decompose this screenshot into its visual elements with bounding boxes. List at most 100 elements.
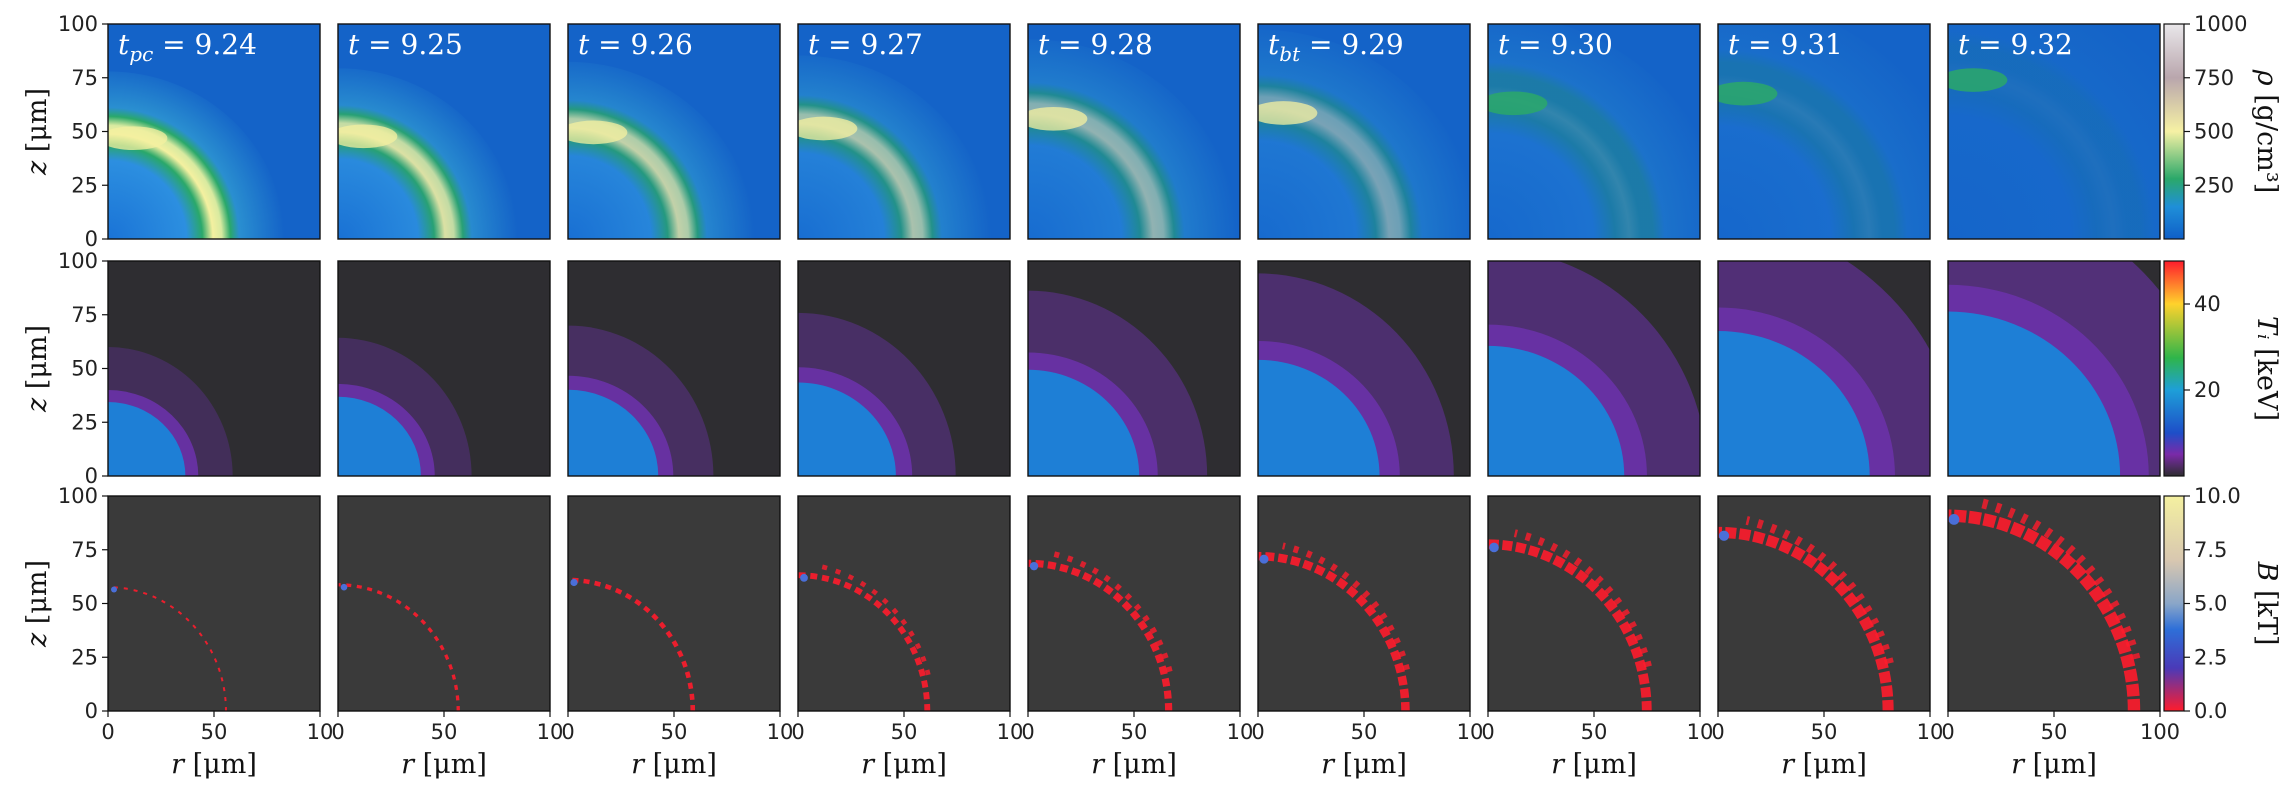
density-cap bbox=[1488, 91, 1548, 116]
x-axis-label: r [μm] bbox=[171, 749, 257, 780]
temperature-core bbox=[1028, 369, 1140, 476]
colorbar-label: ρ [g/cm³] bbox=[2251, 69, 2282, 193]
panel-r0-c4 bbox=[1028, 24, 1240, 239]
density-cap bbox=[338, 124, 398, 149]
density-cap bbox=[1258, 101, 1318, 125]
density-shell bbox=[568, 61, 755, 239]
x-axis-label: r [μm] bbox=[1091, 749, 1177, 780]
panel-frame bbox=[1947, 260, 2161, 477]
y-tick-label: 0 bbox=[85, 227, 98, 251]
x-tick-label: 50 bbox=[431, 720, 458, 744]
colorbar-label: Tᵢ [keV] bbox=[2251, 316, 2282, 421]
panel-r1-c7 bbox=[1718, 261, 1930, 476]
temperature-core bbox=[1488, 345, 1625, 476]
colorbar-tick-label: 5.0 bbox=[2194, 592, 2227, 616]
panel-r1-c3 bbox=[798, 261, 1010, 476]
x-tick-label: 10 bbox=[1917, 720, 1944, 744]
panel-frame bbox=[1487, 23, 1701, 240]
panel-r2-c5 bbox=[1258, 496, 1470, 711]
time-label: tbt = 9.29 bbox=[1268, 28, 1404, 66]
y-tick-label: 100 bbox=[58, 12, 98, 36]
x-axis-label: r [μm] bbox=[861, 749, 947, 780]
field-bg bbox=[568, 496, 780, 711]
field-filaments bbox=[1948, 509, 2141, 711]
x-axis-label: r [μm] bbox=[2011, 749, 2097, 780]
density-cap bbox=[1028, 106, 1088, 131]
x-tick-label: 10 bbox=[537, 720, 564, 744]
colorbar-tick-label: 40 bbox=[2194, 292, 2221, 316]
field-hotspot bbox=[1259, 554, 1269, 564]
field-filaments bbox=[568, 577, 696, 711]
colorbar-tick-label: 20 bbox=[2194, 378, 2221, 402]
y-tick-label: 50 bbox=[71, 120, 98, 144]
x-tick-label: 50 bbox=[661, 720, 688, 744]
y-tick-label: 0 bbox=[85, 699, 98, 723]
y-axis-label: z [μm] bbox=[22, 325, 53, 413]
panel-frame bbox=[337, 23, 551, 240]
x-tick-label: 50 bbox=[1121, 720, 1148, 744]
colorbar-tick-label: 2.5 bbox=[2194, 645, 2227, 669]
panel-r1-c5 bbox=[1258, 261, 1470, 476]
panel-r0-c6 bbox=[1488, 24, 1700, 239]
field-hotspot bbox=[340, 583, 348, 591]
field-filaments bbox=[1718, 526, 1894, 711]
x-tick-label: 10 bbox=[307, 720, 334, 744]
y-axis-label: z [μm] bbox=[22, 560, 53, 648]
x-tick-label: 0 bbox=[1711, 720, 1724, 744]
field-filaments-outer bbox=[1513, 529, 1652, 668]
field-hotspot bbox=[1718, 530, 1730, 541]
colorbar-tick-label: 500 bbox=[2194, 120, 2234, 144]
colorbar-2 bbox=[2163, 495, 2185, 712]
y-tick-label: 25 bbox=[71, 173, 98, 197]
density-shell bbox=[798, 55, 992, 239]
temperature-core bbox=[1258, 359, 1380, 476]
colorbar-tick-label: 1000 bbox=[2194, 12, 2247, 36]
time-label: t = 9.32 bbox=[1958, 28, 2073, 61]
panel-r1-c8 bbox=[1948, 261, 2160, 476]
field-hotspot bbox=[1489, 542, 1499, 553]
y-tick-label: 75 bbox=[71, 303, 98, 327]
density-shell bbox=[1718, 24, 1930, 239]
panel-r1-c2 bbox=[568, 261, 780, 476]
field-filaments bbox=[1028, 559, 1173, 711]
x-tick-label: 50 bbox=[891, 720, 918, 744]
panel-r2-c6 bbox=[1488, 496, 1700, 711]
x-axis-label: r [μm] bbox=[1781, 749, 1867, 780]
density-cap bbox=[1718, 81, 1778, 106]
panel-r2-c2 bbox=[568, 496, 780, 711]
time-label: t = 9.26 bbox=[578, 28, 693, 61]
panel-r1-c0 bbox=[108, 261, 320, 476]
colorbars: 1000 750 500 250 ρ [g/cm³] 40 20 Tᵢ [keV] 10.0 7.… bbox=[2163, 12, 2282, 723]
panel-r2-c1 bbox=[338, 496, 550, 711]
field-filaments bbox=[798, 572, 931, 711]
panel-frame bbox=[567, 23, 781, 240]
density-shell bbox=[1028, 39, 1239, 239]
x-tick-label: 100 bbox=[2140, 720, 2180, 744]
y-tick-label: 75 bbox=[71, 538, 98, 562]
colorbar-1 bbox=[2163, 260, 2185, 477]
density-cap bbox=[798, 116, 858, 141]
density-cap bbox=[568, 120, 628, 145]
density-shell bbox=[338, 68, 518, 239]
colorbar-tick-label: 0.0 bbox=[2194, 699, 2227, 723]
panel-r2-c0 bbox=[108, 496, 320, 711]
panel-r0-c5 bbox=[1258, 24, 1470, 239]
panel-r0-c7 bbox=[1718, 24, 1930, 239]
x-tick-label: 10 bbox=[1687, 720, 1714, 744]
field-hotspot bbox=[111, 586, 117, 593]
time-label: t = 9.30 bbox=[1498, 28, 1613, 61]
field-bg bbox=[1028, 496, 1240, 711]
time-label: t = 9.28 bbox=[1038, 28, 1153, 61]
panel-r0-c0 bbox=[108, 24, 320, 239]
field-hotspot bbox=[570, 578, 578, 587]
x-tick-label: 50 bbox=[201, 720, 228, 744]
panel-r2-c3 bbox=[798, 496, 1010, 711]
panel-r1-c6 bbox=[1488, 261, 1700, 476]
y-tick-label: 50 bbox=[71, 357, 98, 381]
temperature-core bbox=[338, 396, 421, 476]
y-tick-label: 25 bbox=[71, 410, 98, 434]
temperature-core bbox=[1948, 311, 2121, 476]
panel-frame bbox=[337, 260, 551, 477]
x-tick-label: 50 bbox=[1811, 720, 1838, 744]
y-tick-label: 50 bbox=[71, 592, 98, 616]
